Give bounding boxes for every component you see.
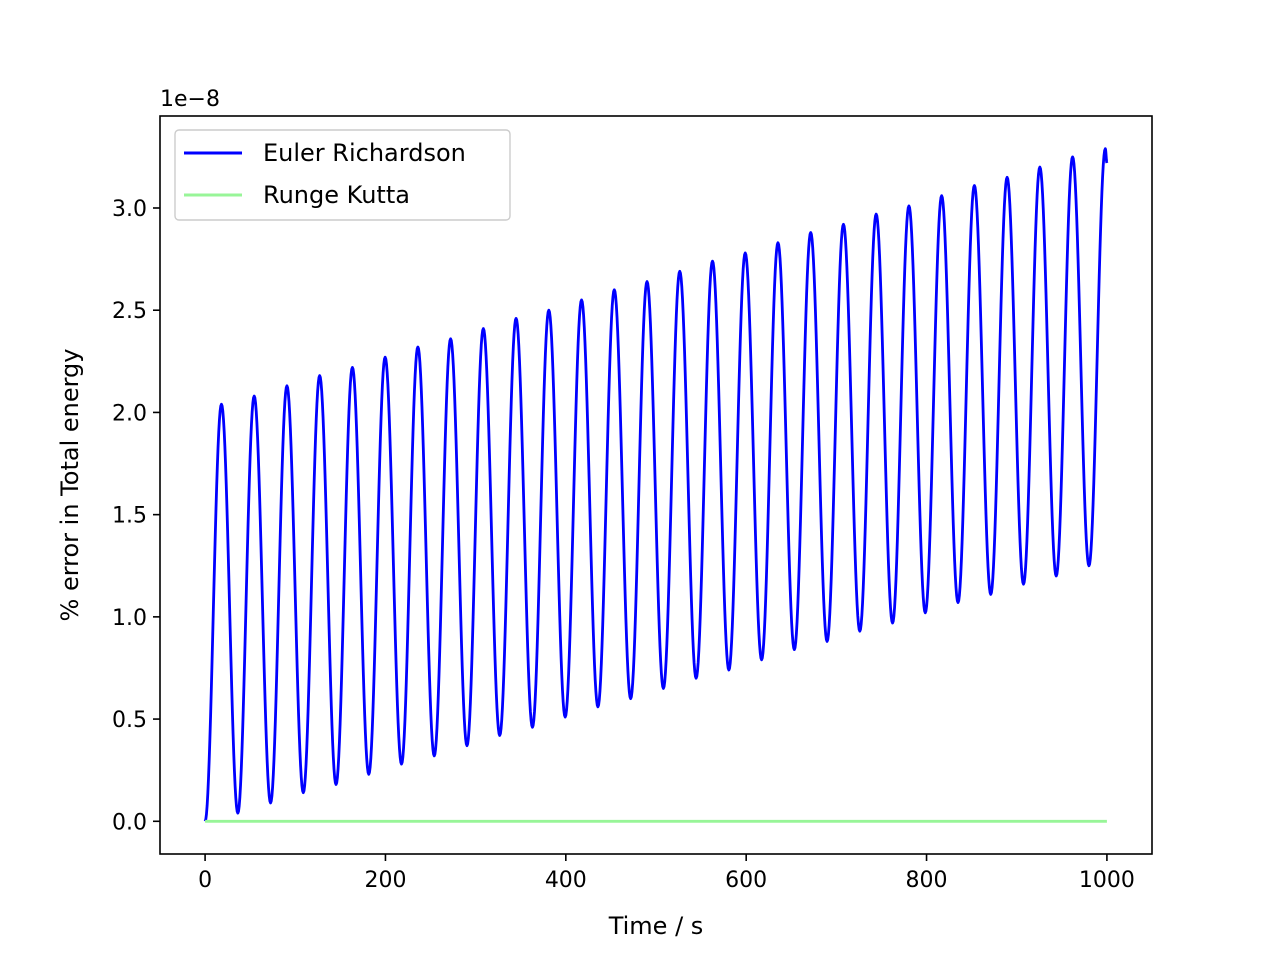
- x-tick-label: 800: [906, 868, 948, 893]
- x-tick-label: 0: [198, 868, 212, 893]
- plot-frame: [159, 115, 1153, 855]
- series-layer: [203, 147, 1109, 823]
- y-axis-label: % error in Total energy: [56, 349, 84, 622]
- series-line-euler-richardson: [203, 147, 1109, 822]
- legend-box: [174, 129, 511, 221]
- x-tick-label: 600: [725, 868, 767, 893]
- y-tick-label: 2.0: [112, 401, 147, 426]
- x-axis-ticks: 0 200 400 600 800 1000: [198, 854, 1135, 893]
- x-axis-label: Time / s: [608, 912, 704, 940]
- y-tick-label: 1.5: [112, 504, 147, 529]
- y-tick-label: 2.5: [112, 299, 147, 324]
- y-tick-label: 0.0: [112, 810, 147, 835]
- y-tick-label: 3.0: [112, 197, 147, 222]
- y-axis-offset-label: 1e−8: [160, 87, 220, 112]
- y-tick-label: 1.0: [112, 606, 147, 631]
- legend-label-runge-kutta: Runge Kutta: [263, 181, 410, 209]
- legend-label-euler-richardson: Euler Richardson: [263, 139, 466, 167]
- legend: Euler Richardson Runge Kutta: [174, 129, 511, 221]
- x-tick-label: 200: [364, 868, 406, 893]
- x-tick-label: 1000: [1079, 868, 1135, 893]
- y-tick-label: 0.5: [112, 708, 147, 733]
- x-tick-label: 400: [545, 868, 587, 893]
- y-axis-ticks: 0.0 0.5 1.0 1.5 2.0 2.5 3.0: [112, 197, 160, 835]
